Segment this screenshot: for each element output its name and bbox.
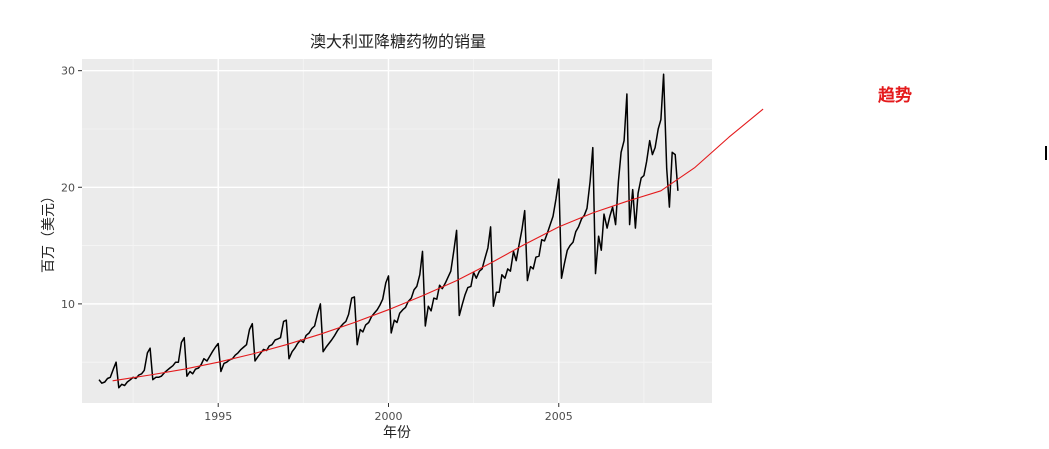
edge-mark: [1045, 146, 1047, 160]
x-axis-title: 年份: [383, 425, 411, 441]
y-tick-label: 20: [61, 181, 75, 194]
y-tick-label: 30: [61, 65, 75, 78]
x-tick-label: 1995: [204, 410, 232, 423]
x-axis: 1995 2000 2005: [204, 403, 573, 423]
x-tick-label: 2000: [374, 410, 402, 423]
x-tick-label: 2005: [545, 410, 573, 423]
plot-panel: [82, 59, 712, 403]
series-layer: [98, 73, 764, 389]
chart-title: 澳大利亚降糖药物的销量: [310, 32, 486, 51]
trend-series-line: [112, 108, 764, 382]
y-tick-label: 10: [61, 298, 75, 311]
y-axis-title: 百万（美元）: [41, 189, 57, 273]
grid-lines: [82, 59, 712, 403]
y-axis: 10 20 30: [61, 65, 82, 311]
sales-series-line: [98, 73, 679, 389]
trend-annotation: 趋势: [878, 85, 912, 106]
